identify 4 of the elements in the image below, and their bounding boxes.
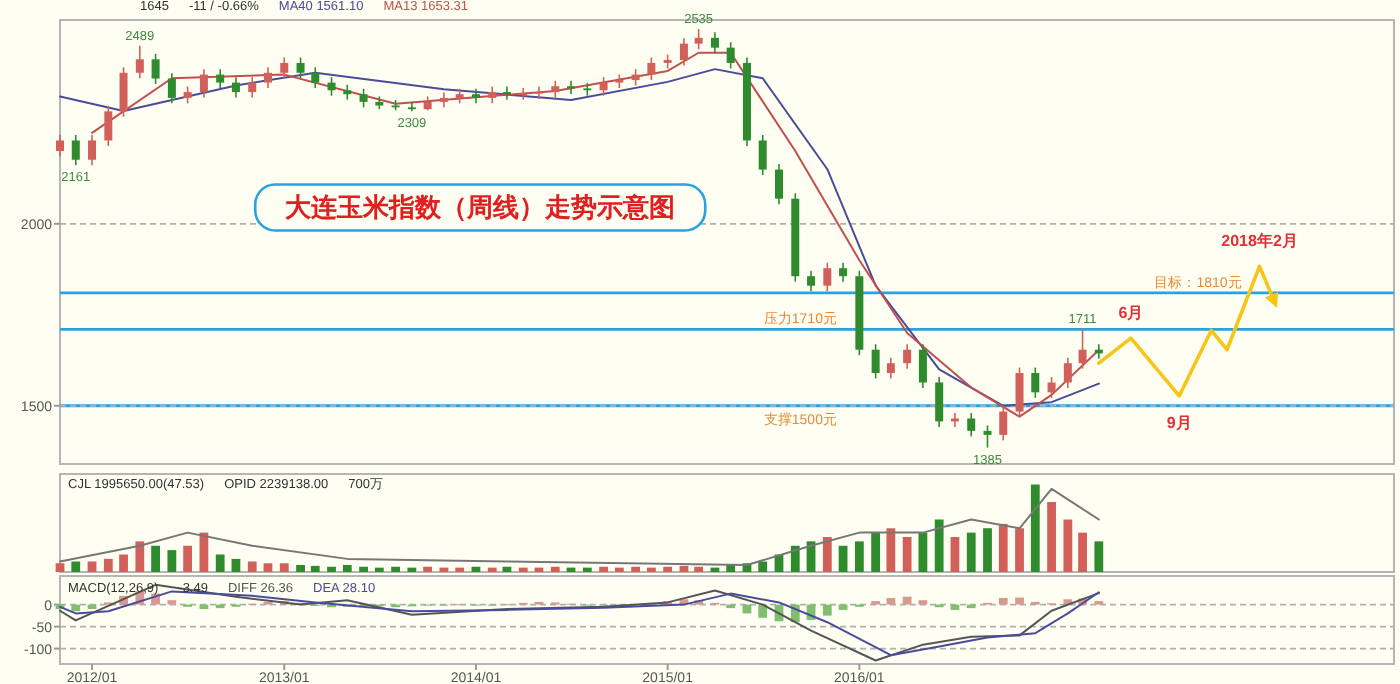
text: 大连玉米指数（周线）走势示意图	[285, 192, 676, 223]
annotation: 2018年2月	[1221, 232, 1298, 251]
annotation: 9月	[1166, 413, 1192, 432]
annotation: 6月	[1118, 304, 1144, 323]
